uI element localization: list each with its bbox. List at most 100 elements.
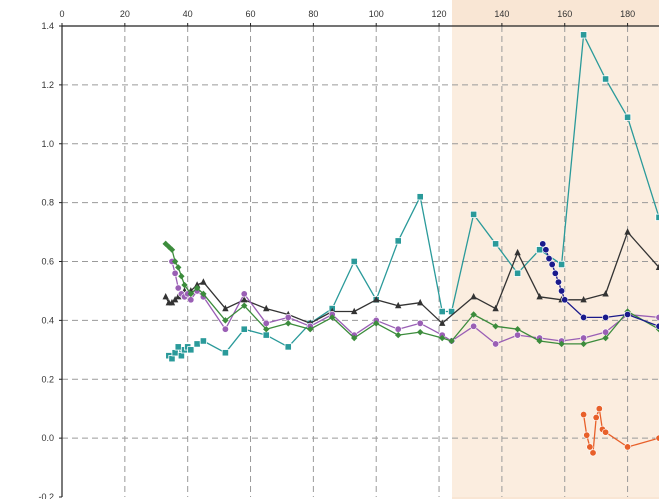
data-point: [307, 326, 314, 333]
data-point: [241, 295, 248, 303]
data-point: [514, 326, 521, 333]
data-point: [448, 337, 455, 345]
y-tick-label: 1.0: [41, 139, 54, 149]
data-point: [602, 428, 610, 436]
x-tick-label: 80: [308, 9, 318, 19]
data-point: [168, 298, 176, 306]
x-tick-label: 40: [183, 9, 193, 19]
data-point: [438, 334, 446, 342]
data-point: [222, 304, 229, 312]
series-4: [162, 240, 659, 348]
data-point: [171, 295, 179, 303]
data-point: [492, 304, 499, 312]
data-point: [262, 331, 270, 339]
data-point: [536, 293, 543, 300]
data-point: [193, 340, 201, 348]
data-point: [262, 319, 270, 327]
data-point: [492, 340, 500, 348]
data-point: [592, 414, 600, 422]
data-point: [171, 269, 179, 277]
data-point: [222, 317, 229, 324]
x-tick-labels: 0 20 40 60 80 100 120 140 160 180: [59, 9, 635, 19]
data-point: [285, 320, 292, 327]
x-tick-label: 60: [246, 9, 256, 19]
data-point: [177, 352, 185, 360]
data-point: [602, 290, 609, 297]
data-point: [561, 296, 569, 304]
x-tick-label: 160: [557, 9, 572, 19]
data-point: [193, 281, 201, 288]
data-point: [373, 295, 380, 303]
data-point: [241, 302, 248, 309]
y-tick-label: 0.4: [41, 315, 54, 325]
data-point: [602, 313, 610, 321]
data-point: [557, 260, 566, 269]
data-point: [187, 290, 195, 298]
data-point: [580, 411, 588, 419]
data-point: [558, 340, 565, 348]
data-point: [551, 269, 559, 277]
data-point: [470, 210, 478, 218]
data-point: [263, 304, 270, 312]
y-tick-label: 1.2: [41, 80, 54, 90]
data-point: [417, 328, 424, 336]
data-point: [200, 278, 207, 285]
data-point: [373, 320, 380, 327]
data-point: [536, 246, 544, 254]
data-point: [438, 319, 446, 326]
x-tick-label: 120: [432, 9, 447, 19]
data-point: [595, 405, 603, 413]
data-point: [199, 337, 207, 345]
y-tick-label: -0.2: [38, 492, 54, 499]
x-tick-label: 0: [59, 9, 64, 19]
x-tick-label: 100: [369, 9, 384, 19]
data-point: [624, 443, 632, 451]
data-point: [193, 284, 201, 292]
data-point: [583, 431, 591, 439]
data-point: [175, 264, 182, 271]
data-point: [240, 290, 248, 298]
data-point: [174, 284, 182, 292]
data-point: [586, 443, 594, 451]
data-point: [329, 314, 336, 321]
data-point: [187, 296, 195, 304]
data-point: [580, 313, 588, 321]
y-tick-label: 1.4: [41, 21, 54, 31]
data-point: [171, 349, 179, 357]
axes: [59, 23, 659, 498]
data-point: [350, 257, 358, 266]
data-point: [181, 281, 188, 289]
series-line: [582, 408, 659, 454]
data-point: [624, 228, 631, 235]
data-point: [284, 313, 292, 321]
data-point: [542, 246, 550, 254]
data-point: [416, 193, 424, 201]
data-point: [171, 258, 179, 265]
data-point: [580, 295, 587, 303]
data-point: [175, 293, 182, 300]
data-point: [284, 343, 292, 351]
data-point: [394, 325, 402, 333]
data-point: [438, 307, 446, 316]
data-point: [221, 349, 229, 357]
data-point: [470, 311, 477, 318]
data-point: [492, 240, 500, 248]
data-point: [548, 260, 556, 268]
data-point: [558, 287, 566, 295]
data-point: [514, 269, 522, 277]
data-point: [187, 346, 195, 354]
data-point: [580, 334, 588, 342]
y-tick-labels: -0.2 0.0 0.2 0.4 0.6 0.8 1.0 1.2 1.4: [38, 21, 54, 499]
y-tick-label: 0.8: [41, 198, 54, 208]
data-point: [579, 31, 588, 39]
data-point: [178, 273, 185, 280]
data-point: [514, 331, 522, 339]
y-tick-label: 0.0: [41, 433, 54, 443]
data-point: [470, 322, 478, 330]
data-point: [174, 343, 182, 351]
series-5: [539, 240, 659, 330]
data-point: [602, 334, 609, 342]
data-point: [394, 237, 402, 245]
data-point: [168, 246, 176, 253]
